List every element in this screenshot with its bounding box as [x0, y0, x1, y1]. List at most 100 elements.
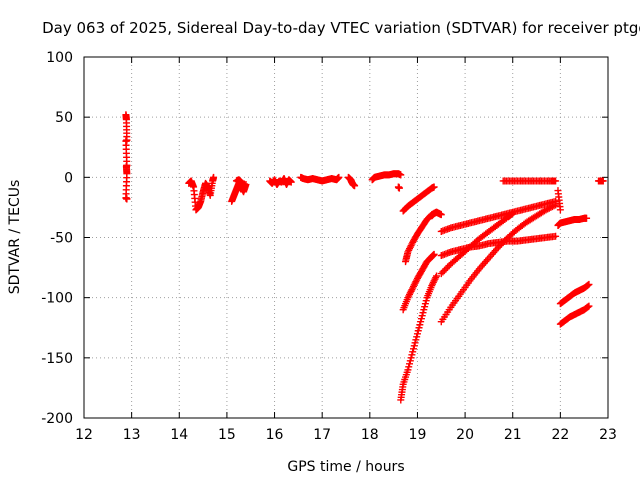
data-point	[544, 205, 552, 213]
data-point	[408, 286, 416, 294]
series-arc-12.9	[122, 111, 131, 203]
data-point	[583, 214, 591, 222]
data-point	[404, 294, 412, 302]
grid	[84, 57, 608, 418]
data-point	[496, 242, 504, 250]
data-point	[585, 280, 593, 288]
series-arc-22.3	[554, 214, 591, 229]
data-point	[395, 184, 403, 192]
data-point	[585, 302, 593, 310]
series-arc-22.8	[594, 177, 607, 185]
data-point	[335, 173, 343, 181]
data-point	[406, 245, 414, 253]
data-point	[407, 242, 415, 250]
series-arc-17.6	[344, 173, 359, 190]
series-arc-17	[297, 173, 343, 185]
y-tick-label: -100	[41, 291, 73, 307]
data-point	[428, 282, 436, 290]
series-arc-19.4	[428, 208, 445, 220]
data-point	[405, 292, 413, 300]
data-point	[552, 232, 560, 240]
x-tick-label: 23	[599, 427, 617, 443]
series-arc-22.3c	[556, 302, 593, 328]
data-point	[599, 177, 607, 185]
x-axis: 12 13 14 15 16 17 18 19 20 21 22 23	[75, 57, 617, 443]
series-arc-15.2	[228, 176, 250, 205]
data-point	[437, 270, 445, 278]
x-tick-label: 22	[551, 427, 569, 443]
data-point	[411, 279, 419, 287]
data-point	[499, 238, 507, 246]
series-arc-rise-2	[437, 201, 560, 326]
y-tick-label: -50	[50, 231, 73, 247]
data-point	[432, 274, 440, 282]
data-point	[509, 209, 517, 217]
series-arc-22.3b	[556, 280, 593, 308]
data-point	[433, 272, 441, 280]
data-point	[430, 183, 438, 191]
x-tick-label: 17	[313, 427, 331, 443]
data-point	[437, 211, 445, 219]
chart-title: Day 063 of 2025, Sidereal Day-to-day VTE…	[42, 19, 640, 37]
data-point	[409, 284, 417, 292]
series-arc-21.4	[499, 177, 560, 185]
data-point	[123, 195, 131, 203]
data-point	[412, 278, 420, 286]
data-point	[406, 290, 414, 298]
x-tick-label: 20	[456, 427, 474, 443]
series-arc-upper-1	[437, 197, 560, 235]
data-point	[552, 201, 560, 209]
data-point	[210, 173, 218, 181]
x-tick-label: 12	[75, 427, 93, 443]
data-point	[439, 268, 447, 276]
y-axis: 100 50 0 -50 -100 -150 -200	[41, 50, 608, 427]
x-axis-label: GPS time / hours	[287, 459, 404, 475]
series-arc-18.3	[368, 170, 405, 184]
data-point	[501, 237, 509, 245]
data-point	[444, 263, 452, 271]
x-tick-label: 13	[123, 427, 141, 443]
series-arc-fall-1	[399, 183, 438, 215]
x-tick-label: 21	[504, 427, 522, 443]
data-point	[429, 280, 437, 288]
x-tick-label: 18	[361, 427, 379, 443]
y-tick-label: -150	[41, 351, 73, 367]
data-point	[548, 203, 556, 211]
data-point	[406, 243, 414, 251]
y-tick-label: -200	[41, 411, 73, 427]
data-point	[556, 206, 564, 214]
data-point	[404, 248, 412, 256]
data-point	[287, 178, 295, 186]
y-tick-label: 0	[64, 170, 73, 186]
y-axis-label: SDTVAR / TECUs	[7, 180, 23, 295]
x-tick-label: 14	[170, 427, 188, 443]
data-point	[409, 282, 417, 290]
series-arc-fall-3	[397, 272, 441, 404]
data-point	[440, 266, 448, 274]
data-point	[550, 202, 558, 210]
data-point	[431, 275, 439, 283]
data-point	[410, 281, 418, 289]
data-point	[494, 243, 502, 251]
data-point	[430, 277, 438, 285]
data-point	[429, 278, 437, 286]
data-point	[237, 178, 245, 186]
data-point	[430, 250, 438, 258]
data-point	[547, 203, 555, 211]
data-point	[442, 265, 450, 273]
data-point	[407, 287, 415, 295]
data-point	[397, 171, 405, 179]
series-arc-18.6	[394, 183, 403, 192]
data-point	[405, 246, 413, 254]
data-point	[552, 177, 560, 185]
series-arc-22.0	[554, 187, 564, 214]
x-tick-label: 16	[266, 427, 284, 443]
series-arc-fall-4	[399, 250, 438, 314]
data-point	[406, 289, 414, 297]
data-points	[122, 111, 607, 404]
data-point	[542, 206, 550, 214]
data-point	[351, 182, 359, 190]
series-arc-16	[266, 175, 295, 189]
y-tick-label: 50	[55, 110, 73, 126]
